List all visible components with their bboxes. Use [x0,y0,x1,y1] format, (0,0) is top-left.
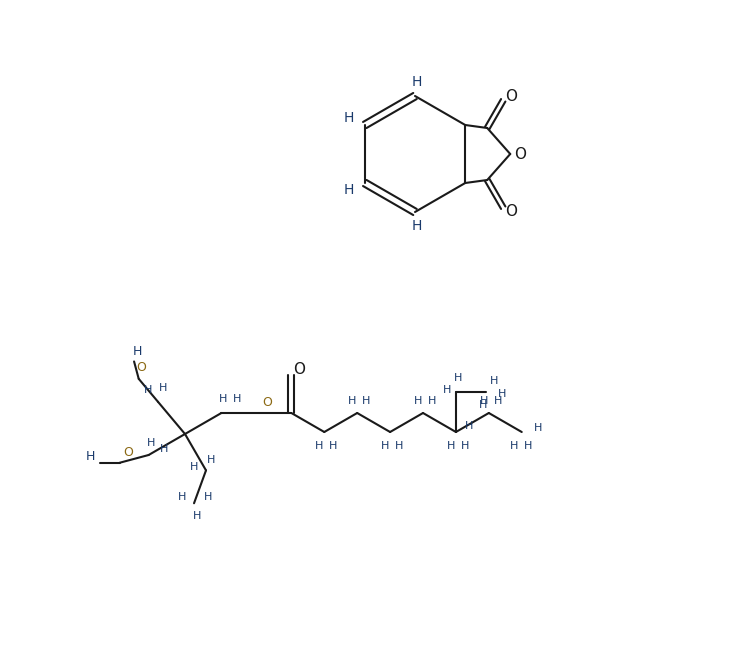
Text: O: O [514,147,526,161]
Text: H: H [381,441,389,451]
Text: H: H [233,394,241,404]
Text: H: H [523,441,532,451]
Text: H: H [344,111,354,125]
Text: H: H [159,444,168,454]
Text: O: O [262,396,272,408]
Text: H: H [344,183,354,197]
Text: H: H [329,441,338,451]
Text: H: H [510,441,518,451]
Text: H: H [207,456,215,465]
Text: O: O [124,446,133,459]
Text: O: O [293,361,305,376]
Text: H: H [348,396,357,406]
Text: H: H [534,423,542,433]
Text: H: H [494,396,502,406]
Text: H: H [443,385,451,395]
Text: H: H [414,396,422,406]
Text: H: H [446,441,455,451]
Text: H: H [479,400,487,410]
Text: H: H [464,421,473,431]
Text: H: H [490,376,498,386]
Text: H: H [146,438,155,448]
Text: H: H [315,441,323,451]
Text: O: O [505,205,517,219]
Text: H: H [204,492,212,502]
Text: H: H [395,441,403,451]
Text: H: H [412,75,422,89]
Text: O: O [505,89,517,104]
Text: H: H [461,441,469,451]
Text: H: H [193,511,201,521]
Text: H: H [144,385,152,395]
Text: H: H [178,492,186,502]
Text: H: H [498,389,506,399]
Text: H: H [159,383,167,393]
Text: H: H [454,373,462,383]
Text: H: H [86,450,95,463]
Text: H: H [190,462,198,472]
Text: O: O [136,361,146,374]
Text: H: H [362,396,370,406]
Text: H: H [412,219,422,233]
Text: H: H [428,396,437,406]
Text: H: H [480,396,488,406]
Text: H: H [133,345,142,358]
Text: H: H [219,394,228,404]
